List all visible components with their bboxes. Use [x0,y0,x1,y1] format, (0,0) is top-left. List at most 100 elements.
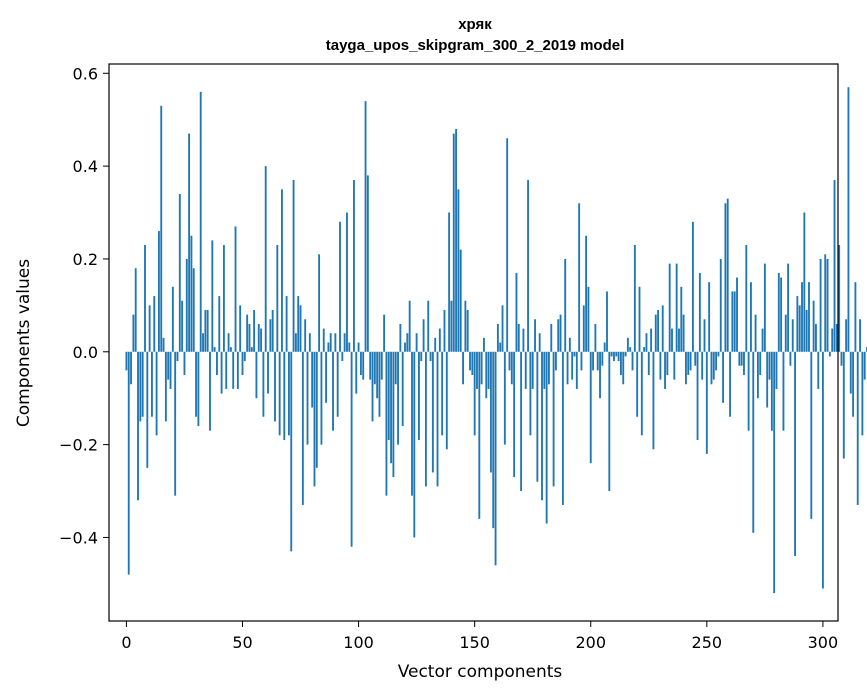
bar-290 [798,305,801,352]
bar-264 [738,351,741,366]
bar-154 [483,337,485,352]
bar-107 [373,351,376,385]
bar-23 [178,193,181,352]
bar-292 [803,212,806,352]
bar-188 [561,351,564,505]
bar-170 [520,351,523,492]
bar-7 [141,351,144,417]
bar-205 [601,351,604,366]
plot-frame [108,63,839,622]
bar-133 [434,337,437,352]
bar-214 [622,351,625,385]
bar-25 [183,351,186,375]
bar-67 [281,189,283,352]
bar-190 [566,351,569,385]
bar-37 [211,240,214,352]
bar-244 [691,221,694,352]
bar-125 [415,333,418,352]
bar-58 [260,328,262,352]
bar-144 [459,249,462,352]
bar-276 [766,351,769,408]
bar-278 [770,351,773,431]
bar-68 [283,351,286,440]
bar-89 [332,351,334,431]
bar-17 [164,351,167,422]
bar-316 [859,319,861,352]
bar-289 [796,296,799,352]
bar-279 [773,351,776,594]
y-axis-label: Components values [14,259,34,427]
bar-167 [513,351,516,478]
bar-18 [167,351,170,380]
bar-169 [517,323,520,352]
bar-255 [717,351,720,357]
bar-187 [559,314,562,352]
bar-164 [506,138,509,352]
bar-16 [162,337,165,352]
x-tick-label: 0 [121,633,131,652]
bar-31 [197,351,200,427]
bar-163 [503,351,506,445]
bar-20 [171,286,174,352]
bar-166 [510,351,513,385]
bar-216 [626,337,629,352]
bar-62 [269,319,272,352]
bar-296 [812,300,815,352]
bar-119 [401,351,404,427]
bar-171 [522,328,525,352]
bar-180 [543,351,546,389]
bar-191 [568,337,571,352]
bar-201 [592,351,594,371]
bar-232 [664,351,666,389]
bar-75 [299,305,302,352]
bar-208 [608,351,611,492]
bar-183 [550,323,553,352]
bar-27 [188,133,191,352]
bar-224 [645,333,648,352]
bar-269 [750,282,752,352]
bar-52 [246,314,249,352]
bar-10 [148,305,151,352]
bar-120 [404,342,406,352]
bar-30 [195,351,197,417]
bar-3 [132,314,135,352]
bar-74 [297,296,300,352]
bar-174 [529,351,532,436]
bar-92 [339,221,341,352]
bar-82 [315,351,318,468]
bar-69 [285,296,288,352]
bar-51 [243,351,246,362]
bar-22 [176,351,179,362]
bar-273 [759,351,762,375]
bar-220 [636,351,639,417]
bar-303 [828,351,831,357]
bar-236 [673,351,676,380]
bar-131 [429,351,432,362]
x-axis: 0 50 100 150 200 250 300 [121,621,838,652]
bar-127 [420,351,423,362]
x-tick-label: 250 [692,633,723,652]
bar-198 [585,235,588,352]
bar-64 [274,351,276,422]
bar-242 [687,351,690,375]
bar-210 [613,351,615,362]
bar-71 [290,351,293,552]
y-tick-label: 0.0 [73,343,98,362]
bar-172 [524,351,527,389]
bar-33 [202,333,204,352]
bar-99 [355,351,358,394]
bar-262 [733,291,736,352]
bar-306 [835,323,838,352]
bar-141 [452,133,455,352]
bar-307 [838,245,841,352]
bar-246 [696,351,699,440]
bar-226 [650,328,653,352]
bar-series [125,87,867,594]
bar-304 [831,328,834,352]
bar-135 [438,328,441,352]
bar-196 [580,351,583,371]
bar-288 [794,351,796,557]
chart-title: хряк [458,16,492,33]
bar-299 [819,258,822,352]
bar-38 [213,347,216,352]
